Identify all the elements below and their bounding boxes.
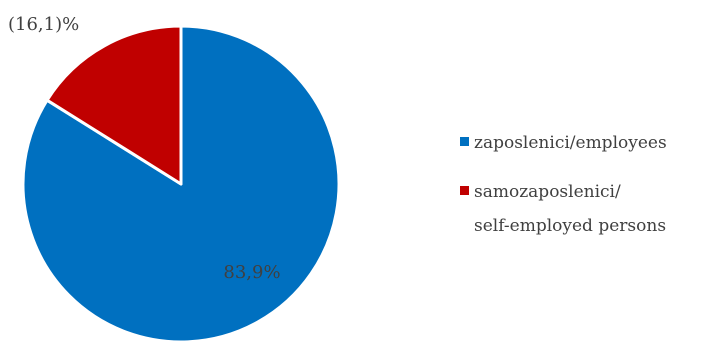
data-labels: 83,9% (16,1)% (8, 14, 281, 283)
legend-label-self-employed-line-1: samozaposlenici/ (474, 182, 621, 202)
data-label-employees: 83,9% (223, 262, 280, 283)
data-label-self-employed: (16,1)% (8, 14, 79, 35)
pie-slices (21, 24, 341, 342)
legend-swatch-self-employed (460, 186, 469, 195)
legend-swatch-employees (460, 137, 469, 146)
pie-slice-self-employed (45, 24, 183, 186)
legend-label-self-employed-line-2: self-employed persons (474, 216, 666, 236)
legend-label-employees: zaposlenici/employees (474, 133, 667, 153)
legend: zaposlenici/employees samozaposlenici/ s… (460, 133, 667, 236)
